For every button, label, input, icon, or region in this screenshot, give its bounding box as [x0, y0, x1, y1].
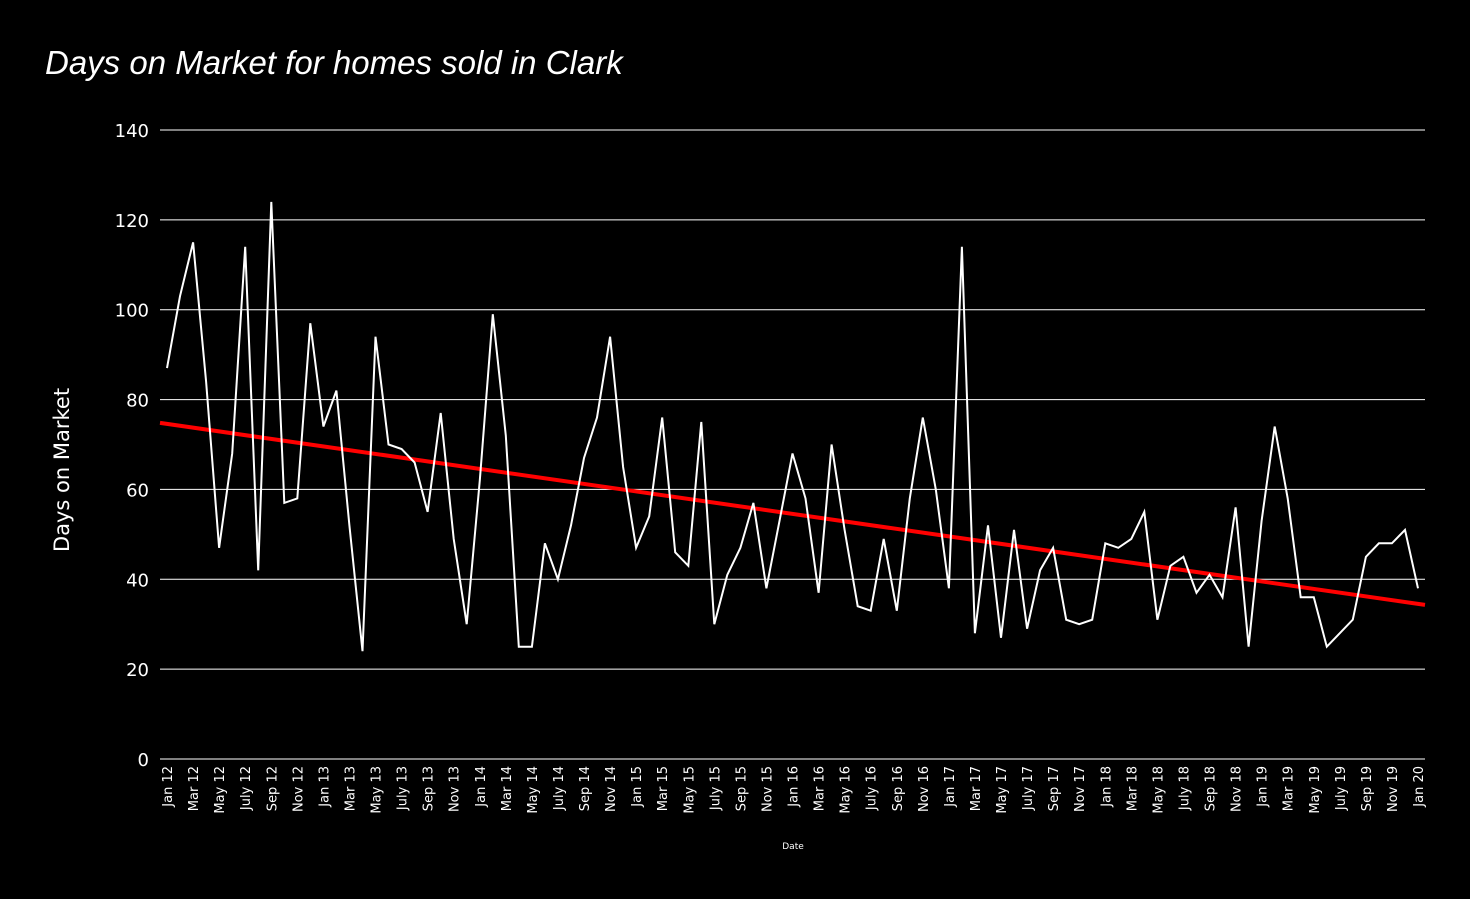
x-tick-label: July 16: [865, 766, 880, 811]
x-tick-label: Nov 17: [1073, 766, 1088, 812]
x-tick-label: Mar 16: [813, 766, 828, 811]
y-axis-ticks: 0 20 40 60 80 100 120 140: [115, 121, 149, 771]
y-tick-label: 120: [115, 211, 149, 232]
x-tick-label: May 17: [995, 766, 1010, 814]
x-tick-label: May 12: [213, 766, 228, 814]
x-tick-label: Sep 14: [578, 766, 593, 811]
x-tick-label: Jan 16: [787, 766, 802, 808]
chart-title: Days on Market for homes sold in Clark: [45, 44, 623, 81]
x-axis-label: Date: [782, 842, 804, 852]
x-tick-label: Nov 15: [760, 766, 775, 812]
x-tick-label: Nov 16: [917, 766, 932, 812]
x-tick-label: Sep 17: [1047, 766, 1062, 811]
x-tick-label: Nov 18: [1230, 766, 1245, 812]
x-tick-label: July 15: [708, 766, 723, 811]
x-tick-label: May 19: [1308, 766, 1323, 814]
x-tick-label: July 13: [396, 766, 411, 811]
gridlines: [160, 129, 1425, 760]
x-tick-label: Jan 12: [161, 766, 176, 808]
y-tick-label: 100: [115, 301, 149, 322]
x-tick-label: Nov 19: [1386, 766, 1401, 812]
x-tick-label: Jan 20: [1412, 766, 1427, 808]
x-tick-label: Mar 14: [500, 766, 515, 811]
x-tick-label: Jan 13: [317, 766, 332, 808]
x-tick-label: Mar 15: [656, 766, 671, 811]
x-tick-label: Sep 13: [422, 766, 437, 811]
x-tick-label: Jan 14: [474, 766, 489, 808]
x-tick-label: Sep 18: [1204, 766, 1219, 811]
x-tick-label: May 16: [839, 766, 854, 814]
x-tick-label: July 19: [1334, 766, 1349, 811]
x-tick-label: Jan 19: [1256, 766, 1271, 808]
x-tick-label: May 14: [526, 766, 541, 814]
x-tick-label: July 12: [239, 766, 254, 811]
x-tick-label: Sep 16: [891, 766, 906, 811]
y-tick-label: 20: [126, 660, 149, 681]
x-tick-label: Mar 19: [1282, 766, 1297, 811]
x-tick-label: Mar 13: [343, 766, 358, 811]
y-tick-label: 140: [115, 121, 149, 142]
x-tick-label: July 17: [1021, 766, 1036, 811]
x-tick-label: Nov 12: [291, 766, 306, 812]
x-tick-label: Jan 18: [1099, 766, 1114, 808]
data-line: [166, 201, 1419, 652]
x-tick-label: Sep 19: [1360, 766, 1375, 811]
x-tick-label: Jan 17: [943, 766, 958, 808]
x-tick-label: July 14: [552, 766, 567, 811]
x-tick-label: Nov 14: [604, 766, 619, 812]
x-tick-label: Jan 15: [630, 766, 645, 808]
x-tick-label: May 18: [1151, 766, 1166, 814]
x-tick-label: May 13: [370, 766, 385, 814]
x-tick-label: Mar 17: [969, 766, 984, 811]
x-tick-label: July 18: [1177, 766, 1192, 811]
y-tick-label: 60: [126, 480, 149, 501]
x-tick-label: Nov 13: [448, 766, 463, 812]
y-tick-label: 0: [138, 750, 149, 771]
x-tick-label: May 15: [682, 766, 697, 814]
x-tick-label: Sep 15: [734, 766, 749, 811]
x-tick-label: Sep 12: [265, 766, 280, 811]
y-tick-label: 80: [126, 391, 149, 412]
x-tick-label: Mar 12: [187, 766, 202, 811]
x-tick-label: Mar 18: [1125, 766, 1140, 811]
y-tick-label: 40: [126, 570, 149, 591]
x-axis-ticks: Jan 12 Mar 12 May 12 July 12 Sep 12 Nov 12 Jan…: [161, 766, 1427, 814]
